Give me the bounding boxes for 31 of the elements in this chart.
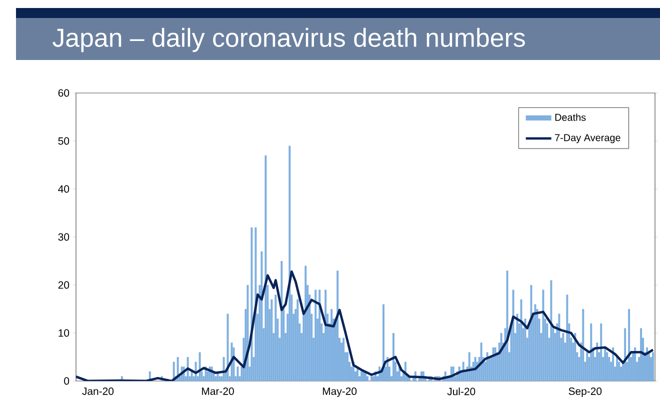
bar <box>392 333 394 381</box>
x-tick-label: Jul-20 <box>447 388 476 396</box>
legend-label: Deaths <box>555 114 586 121</box>
bar <box>506 270 508 381</box>
bar <box>558 314 560 381</box>
chart-title: Japan – daily coronavirus death numbers <box>52 28 525 52</box>
bar <box>214 376 217 381</box>
bar <box>486 352 488 381</box>
y-tick-label: 20 <box>58 281 70 289</box>
bar <box>582 309 584 381</box>
bar <box>566 294 568 381</box>
y-tick-label: 10 <box>58 329 70 337</box>
y-tick-label: 40 <box>58 185 70 193</box>
bar <box>318 290 321 381</box>
x-tick-label: Jan-20 <box>82 388 114 395</box>
bar <box>226 314 229 381</box>
bar <box>590 323 592 381</box>
x-tick-label: Sep-20 <box>568 388 602 397</box>
x-tick-label: May-20 <box>322 388 357 397</box>
bar <box>366 376 369 381</box>
bar <box>600 323 602 381</box>
bar <box>236 366 239 381</box>
bar <box>652 352 654 381</box>
legend-label: 7-Day Average <box>555 134 620 144</box>
y-tick-label: 50 <box>58 137 70 145</box>
y-tick-label: 0 <box>64 377 70 385</box>
y-tick-label: 30 <box>58 233 70 241</box>
x-tick-label: Mar-20 <box>202 388 234 395</box>
line-series <box>76 270 654 381</box>
y-tick-label: 60 <box>58 89 70 97</box>
bar <box>288 146 291 381</box>
